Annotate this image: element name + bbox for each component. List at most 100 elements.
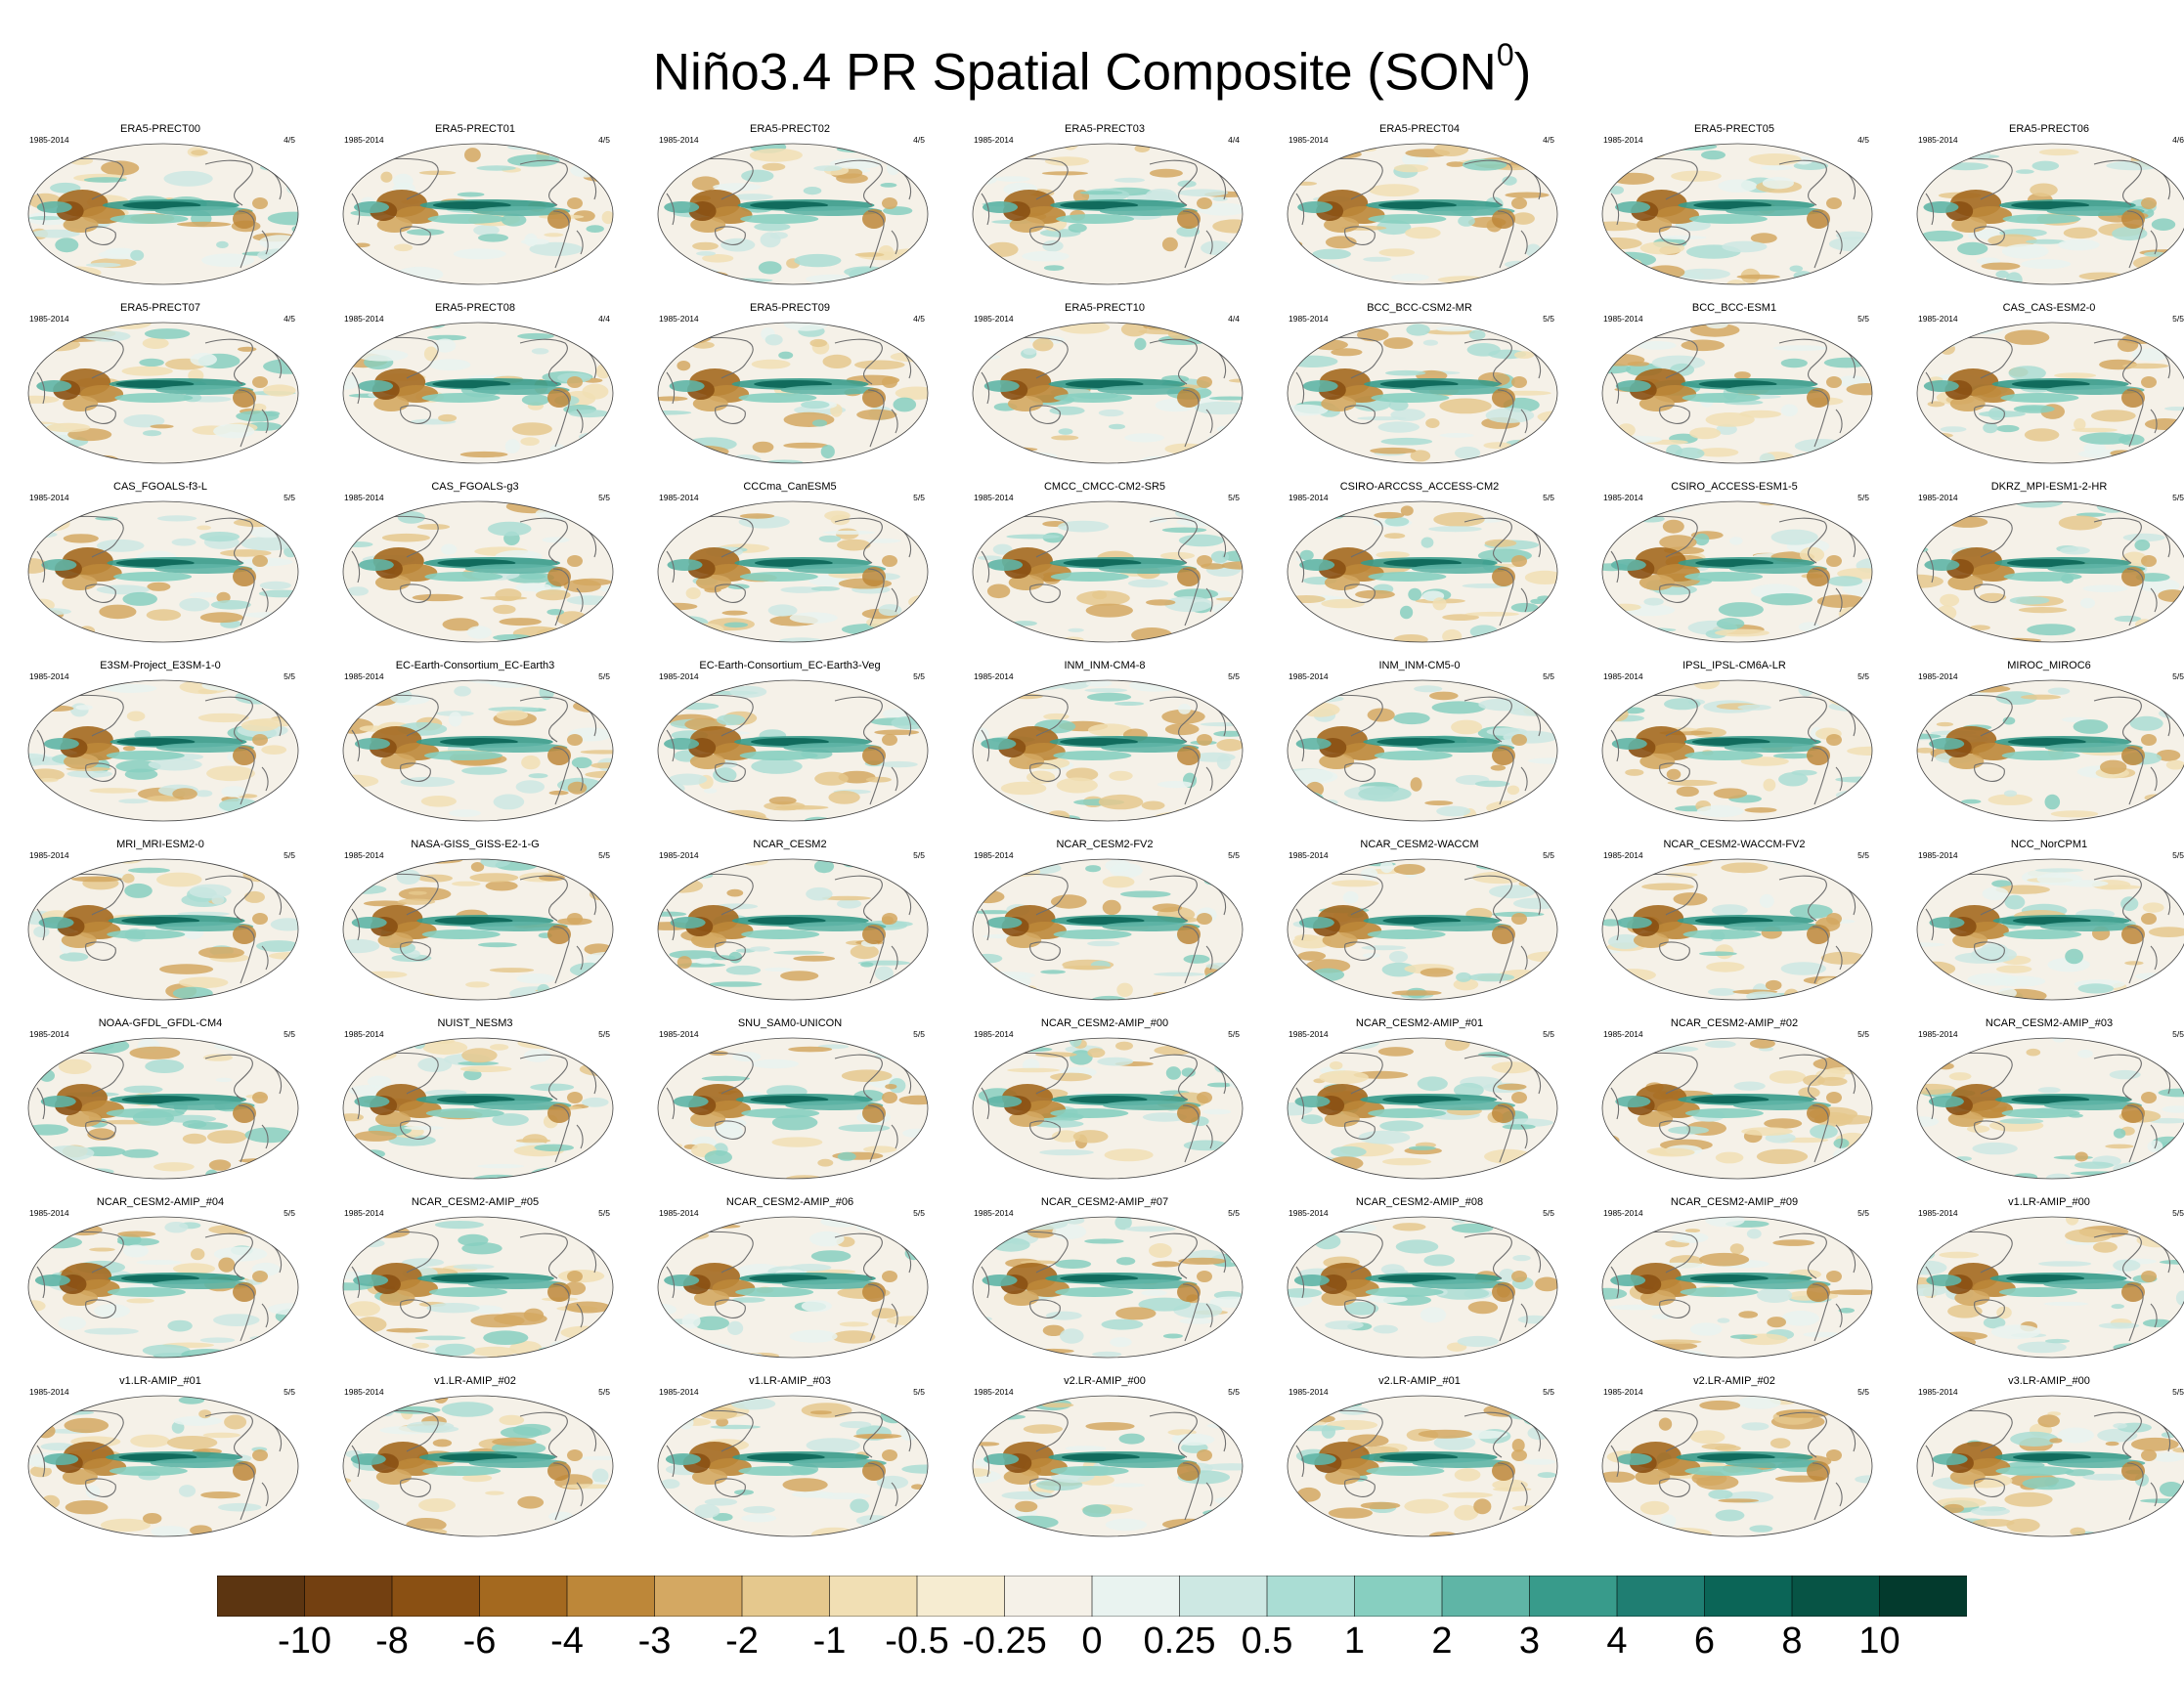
panel-title: NCAR_CESM2-AMIP_#09 (1670, 1196, 1799, 1208)
map-panel: ERA5-PRECT01 1985-2014 4/5 (328, 123, 622, 291)
map-panel: ERA5-PRECT10 1985-2014 4/4 (958, 302, 1251, 470)
colorbar-swatch (1704, 1576, 1793, 1617)
panel-event-count: 5/5 (284, 1208, 295, 1218)
panel-title: v2.LR-AMIP_#02 (1693, 1375, 1775, 1387)
panel-title: CCCma_CanESM5 (743, 481, 837, 493)
panel-title: E3SM-Project_E3SM-1-0 (100, 660, 221, 671)
composite-map (27, 322, 299, 464)
composite-map (342, 143, 614, 285)
map-panel: NCAR_CESM2-AMIP_#04 1985-2014 5/5 (14, 1196, 307, 1364)
colorbar-label: -1 (812, 1620, 847, 1662)
colorbar-label: 8 (1781, 1620, 1803, 1662)
panel-years: 1985-2014 (1918, 1387, 1958, 1397)
panel-years: 1985-2014 (1603, 1208, 1643, 1218)
composite-map (1287, 500, 1558, 643)
composite-map (657, 1037, 929, 1180)
panel-years: 1985-2014 (1918, 1208, 1958, 1218)
map-panel: CCCma_CanESM5 1985-2014 5/5 (643, 481, 937, 649)
panel-title: NCAR_CESM2-FV2 (1056, 839, 1154, 850)
panel-years: 1985-2014 (974, 850, 1014, 860)
panel-event-count: 5/5 (284, 1029, 295, 1039)
panel-event-count: 4/5 (284, 135, 295, 145)
panel-years: 1985-2014 (659, 1208, 699, 1218)
colorbar-label: -10 (278, 1620, 331, 1662)
panel-title: v1.LR-AMIP_#02 (434, 1375, 516, 1387)
panel-title: NCAR_CESM2-AMIP_#07 (1040, 1196, 1169, 1208)
panel-years: 1985-2014 (974, 671, 1014, 681)
panel-title: MRI_MRI-ESM2-0 (116, 839, 204, 850)
panel-event-count: 4/5 (284, 314, 295, 324)
panel-event-count: 5/5 (913, 850, 925, 860)
map-panel: NASA-GISS_GISS-E2-1-G 1985-2014 5/5 (328, 839, 622, 1007)
composite-map (1601, 322, 1873, 464)
composite-map (1916, 1037, 2184, 1180)
map-panel: NCAR_CESM2-AMIP_#09 1985-2014 5/5 (1588, 1196, 1881, 1364)
panel-title: NCAR_CESM2-AMIP_#05 (411, 1196, 540, 1208)
composite-map (1916, 858, 2184, 1001)
panel-title: DKRZ_MPI-ESM1-2-HR (1990, 481, 2108, 493)
map-panel: CMCC_CMCC-CM2-SR5 1985-2014 5/5 (958, 481, 1251, 649)
panel-years: 1985-2014 (659, 1029, 699, 1039)
composite-map (1916, 1216, 2184, 1359)
map-panel: v2.LR-AMIP_#01 1985-2014 5/5 (1273, 1375, 1566, 1543)
composite-map (27, 1037, 299, 1180)
panel-title: v1.LR-AMIP_#01 (119, 1375, 201, 1387)
panel-title: NCAR_CESM2-WACCM-FV2 (1663, 839, 1806, 850)
composite-map (1287, 1037, 1558, 1180)
composite-map (1916, 322, 2184, 464)
composite-map (342, 679, 614, 822)
colorbar-swatch (1266, 1576, 1356, 1617)
map-panel: NCC_NorCPM1 1985-2014 5/5 (1902, 839, 2184, 1007)
panel-years: 1985-2014 (344, 671, 384, 681)
panel-title: INM_INM-CM4-8 (1064, 660, 1146, 671)
composite-map (972, 679, 1244, 822)
panel-years: 1985-2014 (1918, 314, 1958, 324)
colorbar-swatch (304, 1576, 393, 1617)
panel-event-count: 4/5 (1543, 135, 1554, 145)
composite-map (27, 1395, 299, 1537)
map-panel: NCAR_CESM2-AMIP_#07 1985-2014 5/5 (958, 1196, 1251, 1364)
panel-title: ERA5-PRECT10 (1065, 302, 1145, 314)
map-panel: EC-Earth-Consortium_EC-Earth3-Veg 1985-20… (643, 660, 937, 828)
panel-years: 1985-2014 (29, 135, 69, 145)
panel-title: ERA5-PRECT04 (1379, 123, 1460, 135)
composite-map (342, 1395, 614, 1537)
panel-title: ERA5-PRECT08 (435, 302, 515, 314)
panel-title: v1.LR-AMIP_#00 (2008, 1196, 2090, 1208)
panel-event-count: 5/5 (1228, 671, 1240, 681)
panel-title: v3.LR-AMIP_#00 (2008, 1375, 2090, 1387)
map-panel: v2.LR-AMIP_#00 1985-2014 5/5 (958, 1375, 1251, 1543)
colorbar (217, 1576, 1967, 1617)
map-panel: NCAR_CESM2 1985-2014 5/5 (643, 839, 937, 1007)
panel-title: NCAR_CESM2-AMIP_#08 (1355, 1196, 1484, 1208)
colorbar-label: 3 (1518, 1620, 1541, 1662)
panel-event-count: 5/5 (1228, 850, 1240, 860)
map-panel: v1.LR-AMIP_#03 1985-2014 5/5 (643, 1375, 937, 1543)
panel-title: v2.LR-AMIP_#01 (1378, 1375, 1461, 1387)
panel-event-count: 5/5 (598, 1029, 610, 1039)
figure-title: Niño3.4 PR Spatial Composite (SON0) (0, 29, 2184, 105)
panel-years: 1985-2014 (1289, 493, 1329, 502)
map-panel: NCAR_CESM2-AMIP_#02 1985-2014 5/5 (1588, 1017, 1881, 1186)
colorbar-swatch (1879, 1576, 1967, 1617)
map-panel: ERA5-PRECT00 1985-2014 4/5 (14, 123, 307, 291)
panel-event-count: 5/5 (913, 493, 925, 502)
colorbar-swatch (1354, 1576, 1443, 1617)
composite-map (27, 1216, 299, 1359)
composite-map (27, 500, 299, 643)
colorbar-label: 10 (1858, 1620, 1900, 1662)
map-panel: NCAR_CESM2-FV2 1985-2014 5/5 (958, 839, 1251, 1007)
panel-title: CAS_FGOALS-g3 (431, 481, 519, 493)
panel-event-count: 5/5 (2172, 1387, 2184, 1397)
panel-event-count: 5/5 (1857, 314, 1869, 324)
panel-years: 1985-2014 (974, 1387, 1014, 1397)
panel-years: 1985-2014 (344, 493, 384, 502)
colorbar-label: -4 (550, 1620, 584, 1662)
panel-years: 1985-2014 (1603, 850, 1643, 860)
panel-event-count: 5/5 (1543, 850, 1554, 860)
map-panel: v3.LR-AMIP_#00 1985-2014 5/5 (1902, 1375, 2184, 1543)
panel-event-count: 5/5 (913, 671, 925, 681)
panel-years: 1985-2014 (974, 493, 1014, 502)
panel-event-count: 5/5 (913, 1387, 925, 1397)
map-panel: v1.LR-AMIP_#01 1985-2014 5/5 (14, 1375, 307, 1543)
